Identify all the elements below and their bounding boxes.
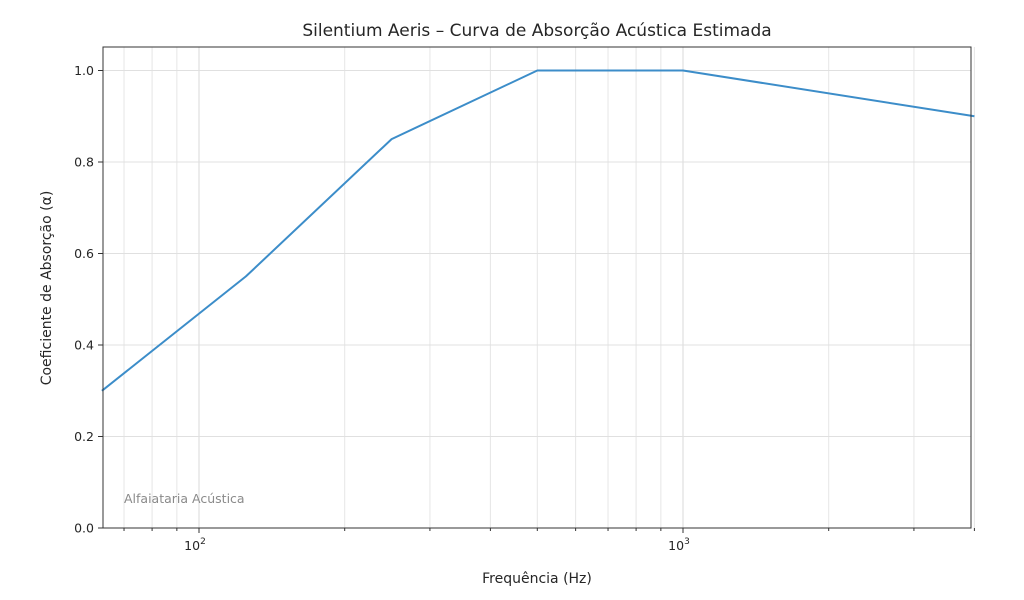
x-tick-label: 102 <box>184 537 206 553</box>
axis-ticks: 102 103 0.0 0.2 0.4 0.6 0.8 1.0 <box>74 63 975 553</box>
y-tick-label: 0.6 <box>74 246 94 261</box>
y-tick-label: 0.2 <box>74 429 94 444</box>
y-tick-label: 0.0 <box>74 521 94 536</box>
y-tick-label: 0.8 <box>74 155 94 170</box>
chart-title: Silentium Aeris – Curva de Absorção Acús… <box>302 21 771 41</box>
x-tick-label: 103 <box>668 537 690 553</box>
y-tick-label: 1.0 <box>74 63 94 78</box>
y-axis-label: Coeficiente de Absorção (α) <box>39 191 55 386</box>
grid-lines <box>103 47 975 529</box>
y-tick-label: 0.4 <box>74 338 94 353</box>
absorption-curve <box>101 69 975 392</box>
x-axis-label: Frequência (Hz) <box>482 571 592 587</box>
watermark-annotation: Alfaiataria Acústica <box>124 491 245 506</box>
data-series <box>101 69 975 392</box>
